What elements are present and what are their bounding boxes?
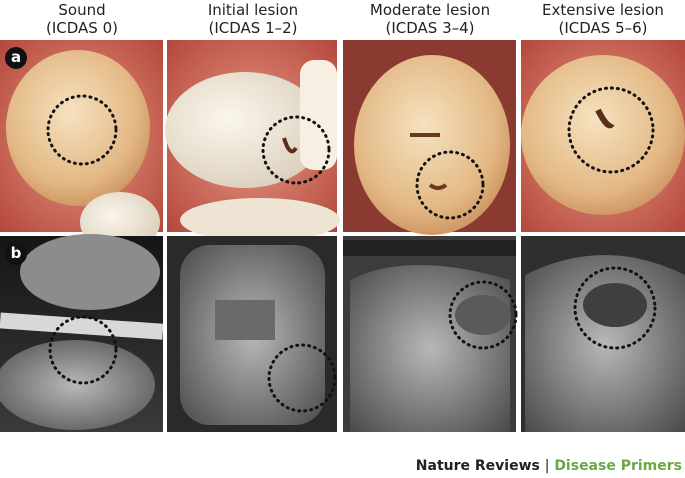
photo xyxy=(521,40,685,232)
photo xyxy=(343,40,516,235)
panel-letter: a xyxy=(11,48,21,66)
column-subtitle: (ICDAS 1–2) xyxy=(208,19,297,37)
column-title: Extensive lesion xyxy=(542,1,664,19)
photo-row-b xyxy=(0,234,685,432)
column-headers: Sound (ICDAS 0) Initial lesion (ICDAS 1–… xyxy=(46,1,664,37)
panel-letter: b xyxy=(11,244,22,262)
photo-row-a xyxy=(0,40,685,252)
radiograph xyxy=(167,236,337,432)
panel-label: a xyxy=(5,47,27,69)
radiograph xyxy=(521,236,685,432)
separator: | xyxy=(545,458,550,474)
footer: Nature Reviews | Disease Primers xyxy=(416,458,682,474)
column-subtitle: (ICDAS 0) xyxy=(46,19,118,37)
column-title: Initial lesion xyxy=(208,1,298,19)
series: Disease Primers xyxy=(554,458,682,474)
journal: Nature Reviews xyxy=(416,458,540,474)
column-title: Moderate lesion xyxy=(370,1,490,19)
column-title: Sound xyxy=(58,1,105,19)
column-subtitle: (ICDAS 5–6) xyxy=(558,19,647,37)
photo xyxy=(0,40,163,252)
radiograph xyxy=(0,234,164,432)
panel-label: b xyxy=(5,243,27,265)
radiograph xyxy=(343,236,518,432)
photo xyxy=(165,40,340,242)
column-subtitle: (ICDAS 3–4) xyxy=(385,19,474,37)
